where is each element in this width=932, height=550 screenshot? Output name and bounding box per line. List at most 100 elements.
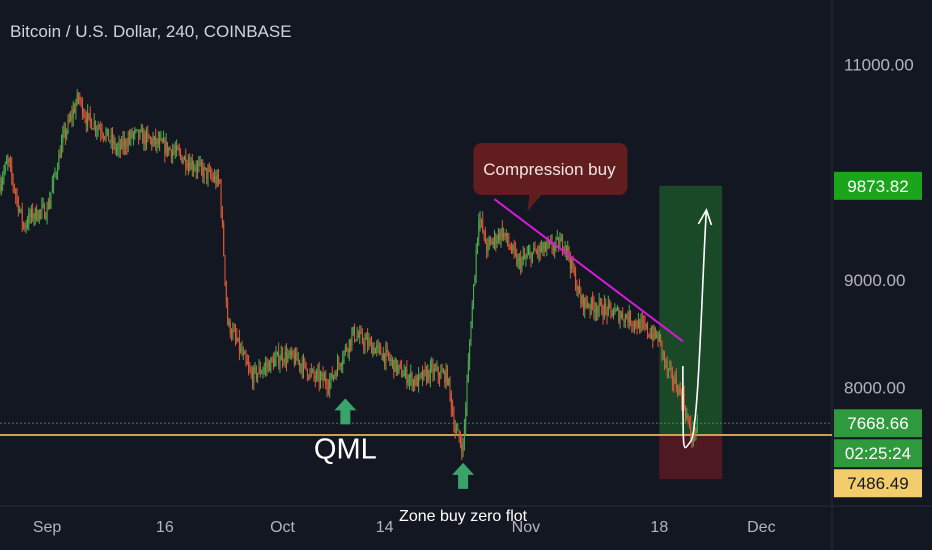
candle — [397, 360, 398, 376]
candle-body — [651, 334, 652, 338]
candle — [433, 359, 434, 382]
candle — [599, 293, 600, 317]
candle-body — [476, 250, 477, 275]
candle — [365, 333, 366, 354]
candle — [546, 239, 547, 256]
candle — [159, 132, 160, 152]
candle — [204, 163, 205, 184]
candle-body — [147, 132, 148, 135]
candle-body — [574, 271, 575, 273]
candle-body — [102, 132, 103, 134]
candle — [358, 330, 359, 338]
candle-body — [455, 429, 456, 433]
candle — [147, 125, 148, 142]
candle — [242, 341, 243, 356]
candle-body — [70, 115, 71, 120]
candle-body — [279, 360, 280, 364]
candle — [620, 310, 621, 329]
candle — [474, 275, 475, 287]
candle-body — [434, 369, 435, 375]
candle — [116, 144, 117, 157]
candle-body — [461, 444, 462, 452]
candle — [107, 128, 108, 136]
candle — [412, 371, 413, 391]
candle-body — [557, 238, 558, 239]
candle-body — [648, 334, 649, 335]
candle — [658, 332, 659, 347]
candle-body — [422, 373, 423, 380]
candle — [633, 321, 634, 333]
candle-body — [92, 129, 93, 130]
candle — [172, 143, 173, 164]
candle-body — [463, 443, 464, 452]
candle — [446, 363, 447, 389]
candle-body — [542, 243, 543, 248]
candle-body — [174, 151, 175, 152]
candle-body — [342, 360, 343, 365]
candle-body — [609, 304, 610, 305]
candle — [176, 140, 177, 157]
candle — [463, 438, 464, 457]
candle-body — [23, 223, 24, 226]
candle — [565, 241, 566, 257]
candle-body — [210, 170, 211, 175]
candle — [626, 313, 627, 319]
candle — [108, 129, 109, 141]
candle-body — [344, 352, 345, 360]
candle-body — [249, 367, 250, 371]
candle — [372, 342, 373, 357]
candle-body — [604, 304, 605, 317]
candle-body — [321, 374, 322, 376]
countdown-badge-label: 02:25:24 — [845, 444, 911, 463]
candle-body — [375, 349, 376, 354]
candle — [73, 101, 74, 127]
candle-body — [453, 414, 454, 429]
candle — [450, 376, 451, 402]
candle — [235, 324, 236, 346]
candle-body — [264, 368, 265, 371]
time-tick-label: 16 — [156, 519, 174, 536]
candle-body — [277, 352, 278, 355]
candle-body — [357, 336, 358, 340]
candle — [355, 339, 356, 341]
candle-body — [481, 220, 482, 221]
candle-body — [365, 340, 366, 347]
candle — [456, 424, 457, 436]
candle — [523, 246, 524, 265]
candle — [6, 155, 7, 164]
candle-body — [528, 253, 529, 255]
candle-body — [45, 218, 46, 219]
candle — [262, 367, 263, 379]
candle — [160, 131, 161, 141]
candle — [146, 127, 147, 150]
candle — [41, 197, 42, 219]
candle-body — [96, 129, 97, 130]
candle — [427, 364, 428, 383]
candle-body — [456, 430, 457, 432]
candle-body — [633, 325, 634, 326]
candle-body — [159, 139, 160, 144]
candle — [128, 131, 129, 152]
candle — [113, 134, 114, 150]
candle — [134, 127, 135, 140]
candle — [9, 158, 10, 168]
candle — [557, 230, 558, 240]
candle-body — [473, 285, 474, 305]
candle — [158, 131, 159, 148]
candle-body — [578, 286, 579, 291]
candle — [457, 423, 458, 431]
candle — [582, 294, 583, 307]
candle — [238, 338, 239, 342]
candle-body — [668, 369, 669, 372]
candle — [430, 359, 431, 387]
candle — [145, 130, 146, 151]
candle — [590, 304, 591, 319]
candle — [550, 235, 551, 245]
candle — [308, 374, 309, 381]
candle-body — [511, 249, 512, 251]
candle — [431, 357, 432, 373]
candle-body — [626, 315, 627, 318]
candle — [200, 156, 201, 167]
candle — [426, 366, 427, 386]
